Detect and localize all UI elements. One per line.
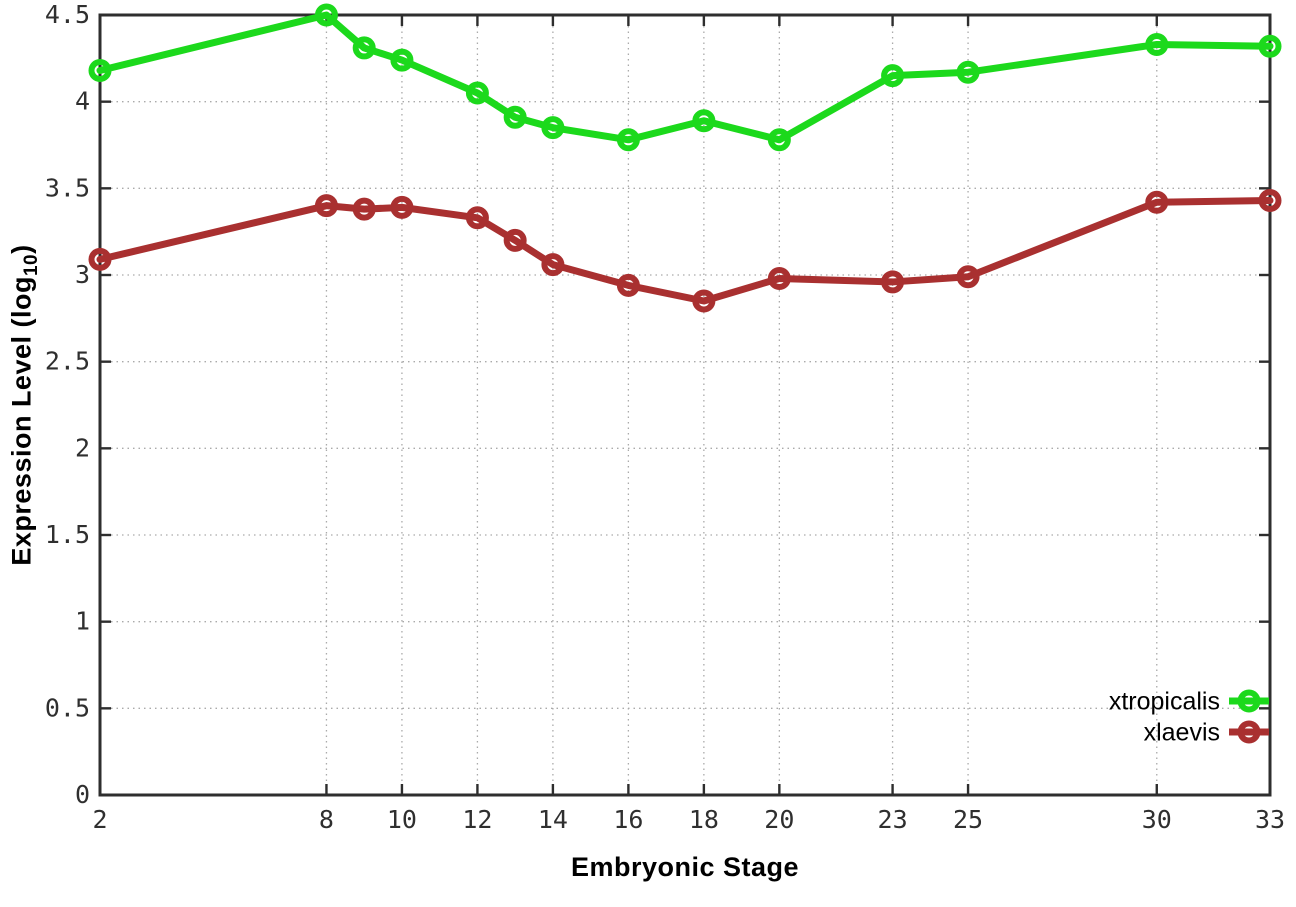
legend-label-xlaevis: xlaevis xyxy=(1144,719,1220,747)
data-point-xtropicalis xyxy=(314,3,338,27)
x-tick-label: 14 xyxy=(538,805,568,834)
data-point-xlaevis xyxy=(616,273,640,297)
data-point-xtropicalis xyxy=(956,60,980,84)
data-point-xtropicalis xyxy=(390,48,414,72)
x-tick-label: 20 xyxy=(764,805,794,834)
data-point-xtropicalis xyxy=(541,116,565,140)
series-line-xtropicalis xyxy=(96,11,1274,144)
x-tick-label: 23 xyxy=(878,805,908,834)
y-tick-label: 3.5 xyxy=(45,173,90,202)
data-point-xtropicalis xyxy=(503,105,527,129)
x-axis-title: Embryonic Stage xyxy=(571,852,799,883)
data-point-xlaevis xyxy=(956,265,980,289)
data-point-xlaevis xyxy=(1145,190,1169,214)
legend-label-xtropicalis: xtropicalis xyxy=(1109,688,1220,716)
y-tick-label: 3 xyxy=(75,260,90,289)
x-tick-label: 12 xyxy=(462,805,492,834)
x-tick-label: 16 xyxy=(613,805,643,834)
y-tick-label: 1 xyxy=(75,607,90,636)
data-point-xlaevis xyxy=(881,270,905,294)
data-point-xlaevis xyxy=(767,266,791,290)
y-tick-label: 0.5 xyxy=(45,693,90,722)
data-point-xlaevis xyxy=(465,206,489,230)
data-point-xlaevis xyxy=(390,195,414,219)
x-tick-label: 30 xyxy=(1142,805,1172,834)
plot-border xyxy=(98,13,1272,797)
y-axis-title-prefix: Expression Level (log xyxy=(6,276,37,566)
y-tick-label: 4 xyxy=(75,87,90,116)
data-point-xtropicalis xyxy=(1145,32,1169,56)
data-point-xlaevis xyxy=(541,253,565,277)
data-point-xtropicalis xyxy=(692,109,716,133)
x-tick-label: 2 xyxy=(92,805,107,834)
data-point-xtropicalis xyxy=(1258,34,1282,58)
y-axis-title-subscript: 10 xyxy=(20,253,42,277)
y-tick-label: 2 xyxy=(75,433,90,462)
y-tick-label: 0 xyxy=(75,780,90,809)
x-tick-label: 18 xyxy=(689,805,719,834)
legend-sample-marker-xlaevis xyxy=(1237,720,1261,744)
data-point-xlaevis xyxy=(88,247,112,271)
data-point-xtropicalis xyxy=(767,128,791,152)
data-point-xtropicalis xyxy=(881,64,905,88)
x-tick-label: 33 xyxy=(1255,805,1285,834)
x-tick-label: 25 xyxy=(953,805,983,834)
y-tick-label: 1.5 xyxy=(45,520,90,549)
legend-sample-marker-xtropicalis xyxy=(1237,689,1261,713)
data-point-xlaevis xyxy=(352,197,376,221)
data-point-xtropicalis xyxy=(465,81,489,105)
data-point-xtropicalis xyxy=(352,36,376,60)
series-line-xlaevis xyxy=(96,196,1274,305)
data-point-xlaevis xyxy=(314,194,338,218)
data-point-xlaevis xyxy=(692,289,716,313)
data-point-xlaevis xyxy=(1258,188,1282,212)
y-tick-label: 2.5 xyxy=(45,347,90,376)
y-tick-label: 4.5 xyxy=(45,0,90,29)
data-point-xtropicalis xyxy=(616,128,640,152)
y-axis-title: Expression Level (log10) xyxy=(6,244,42,566)
x-axis-title-text: Embryonic Stage xyxy=(570,852,800,882)
x-tick-label: 10 xyxy=(387,805,417,834)
y-axis-title-suffix: ) xyxy=(6,244,37,254)
data-point-xlaevis xyxy=(503,228,527,252)
x-tick-label: 8 xyxy=(319,805,334,834)
data-point-xtropicalis xyxy=(88,58,112,82)
